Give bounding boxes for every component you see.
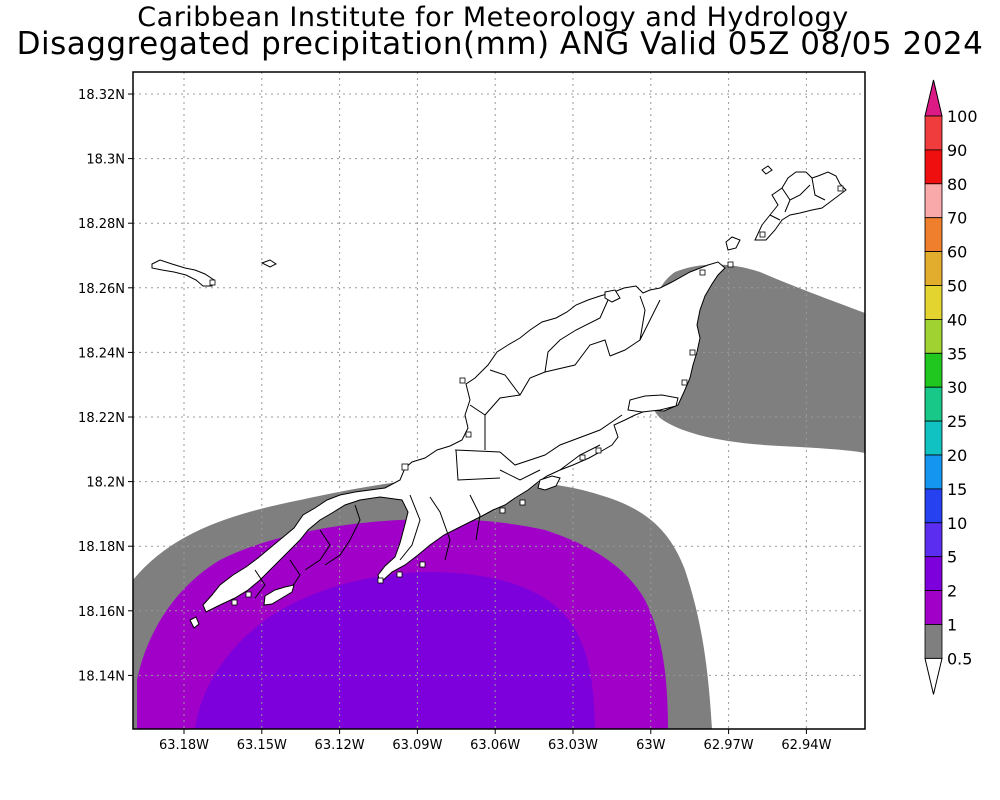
colorbar-level-label: 60 (947, 243, 967, 262)
colorbar: 100 90 80 70 60 50 40 35 30 25 20 15 10 5 2 1 0.5 (924, 79, 978, 695)
colorbar-level-label: 10 (947, 514, 967, 533)
lon-tick-label: 63.15W (237, 738, 287, 753)
island-west (151, 259, 215, 287)
colorbar-segment (924, 251, 943, 286)
colorbar-segment (924, 149, 943, 185)
lon-tick-label: 62.97W (704, 738, 754, 753)
colorbar-segment (924, 352, 943, 388)
colorbar-level-label: 90 (947, 141, 967, 160)
colorbar-level-label: 30 (947, 378, 967, 397)
colorbar-segment (924, 454, 943, 490)
latitude-axis: 18.32N 18.3N 18.28N 18.26N 18.24N 18.22N 18.2N… (78, 88, 133, 684)
colorbar-segment (924, 285, 943, 320)
island-small-ne (761, 165, 773, 175)
lat-tick-label: 18.26N (78, 282, 125, 297)
plot-area (133, 72, 865, 729)
colorbar-segment (924, 115, 943, 151)
lat-tick-label: 18.3N (86, 153, 125, 168)
island-cays-south (263, 584, 295, 606)
coastline-detail (209, 185, 844, 606)
map-title: Caribbean Institute for Meteorology and … (137, 2, 849, 33)
colorbar-level-label: 50 (947, 277, 967, 296)
island-main (202, 261, 726, 613)
colorbar-level-label: 0.5 (947, 649, 972, 668)
island-small-west (260, 259, 277, 268)
lon-tick-label: 63.06W (470, 738, 520, 753)
lat-tick-label: 18.28N (78, 217, 125, 232)
colorbar-segment (924, 318, 943, 354)
lat-tick-label: 18.14N (78, 669, 125, 684)
admin-boundaries (254, 295, 661, 599)
colorbar-level-label: 1 (947, 616, 957, 635)
colorbar-segment (924, 590, 943, 625)
island-small-south (189, 616, 200, 629)
colorbar-segment (924, 217, 943, 252)
lon-tick-label: 63.12W (315, 738, 365, 753)
colorbar-level-label: 80 (947, 175, 967, 194)
lon-tick-label: 62.94W (781, 738, 831, 753)
lat-tick-label: 18.32N (78, 88, 125, 103)
longitude-axis: 63.18W 63.15W 63.12W 63.09W 63.06W 63.03W 63W 6… (159, 729, 832, 753)
lon-tick-label: 63.09W (392, 738, 442, 753)
colorbar-level-label: 20 (947, 446, 967, 465)
colorbar-level-label: 5 (947, 548, 957, 567)
island-northeast-boundaries (769, 177, 826, 221)
colorbar-segment (924, 420, 943, 456)
lat-tick-label: 18.18N (78, 540, 125, 555)
colorbar-segment (924, 488, 943, 524)
colorbar-segment (924, 183, 943, 219)
colorbar-top-arrow (924, 79, 943, 117)
colorbar-level-label: 15 (947, 480, 967, 499)
colorbar-level-label: 2 (947, 582, 957, 601)
colorbar-level-label: 25 (947, 412, 967, 431)
island-mid-ne (725, 236, 741, 251)
island-northeast (754, 171, 847, 241)
colorbar-segment (924, 522, 943, 558)
island-outlines (151, 165, 847, 629)
lon-tick-label: 63W (636, 738, 666, 753)
lat-tick-label: 18.16N (78, 605, 125, 620)
colorbar-bottom-arrow (924, 657, 943, 695)
colorbar-level-label: 40 (947, 310, 967, 329)
colorbar-segment (924, 556, 943, 592)
colorbar-level-label: 35 (947, 344, 967, 363)
island-cays-southeast (537, 475, 561, 491)
colorbar-segment (924, 624, 943, 659)
lon-tick-label: 63.18W (159, 738, 209, 753)
colorbar-level-label: 70 (947, 209, 967, 228)
lat-tick-label: 18.24N (78, 346, 125, 361)
lon-tick-label: 63.03W (548, 738, 598, 753)
plot-frame (132, 71, 866, 730)
island-cays-north (604, 289, 621, 303)
lat-tick-label: 18.2N (86, 476, 125, 491)
lat-tick-label: 18.22N (78, 411, 125, 426)
map-subtitle: Disaggregated precipitation(mm) ANG Vali… (16, 26, 984, 62)
colorbar-level-label: 100 (947, 107, 978, 126)
island-cays-east (627, 394, 679, 413)
colorbar-segment (924, 386, 943, 422)
